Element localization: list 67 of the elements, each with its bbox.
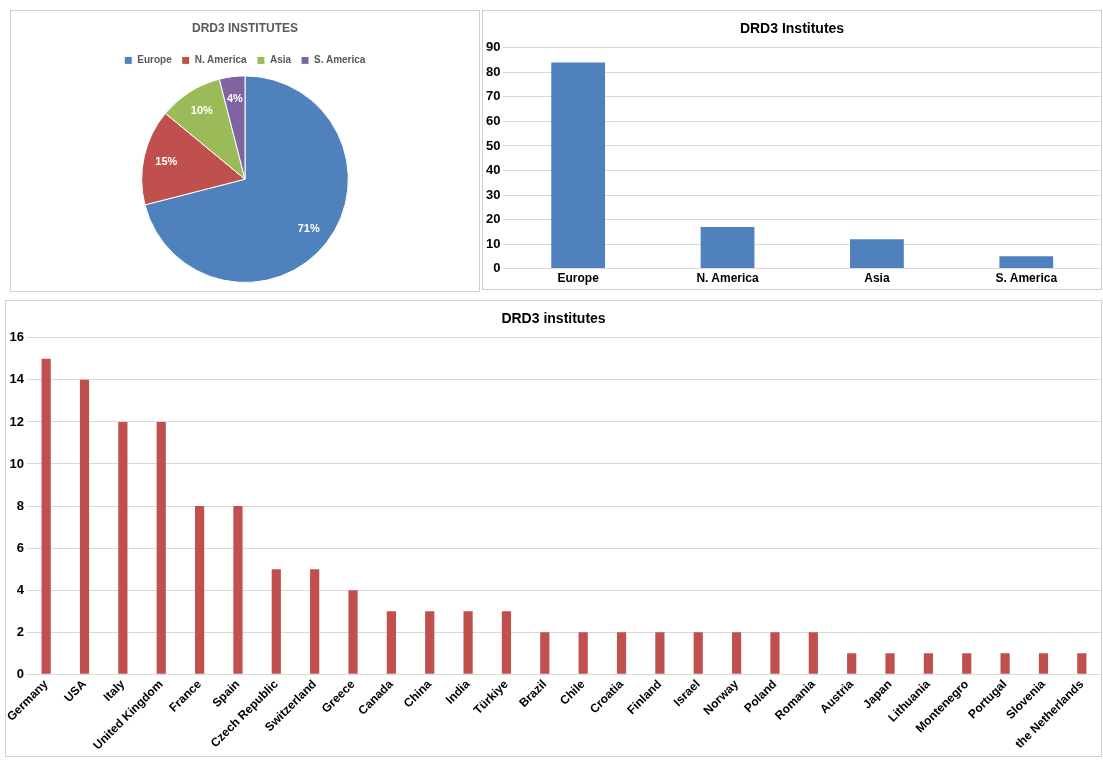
bar [616, 632, 627, 674]
y-tick-label: 10 [485, 235, 501, 251]
y-tick-label: 20 [485, 211, 501, 227]
y-tick-label: 2 [16, 623, 24, 639]
bar [386, 611, 396, 674]
chart-title: DRD3 INSTITUTES [191, 20, 299, 35]
bar [885, 653, 895, 674]
bar [41, 358, 51, 674]
bar [655, 632, 665, 674]
x-tick-label: Asia [864, 271, 890, 286]
y-tick-label: 70 [485, 88, 501, 104]
y-tick-label: 4 [16, 581, 25, 597]
bar [1077, 653, 1087, 674]
x-tick-label: USA [61, 676, 90, 705]
y-tick-label: 8 [16, 497, 24, 513]
chart-title: DRD3 Institutes [739, 20, 845, 37]
y-tick-label: 16 [9, 329, 24, 345]
data-label: 15% [155, 154, 178, 167]
bar [540, 632, 550, 674]
bar [847, 653, 857, 674]
bar [425, 611, 435, 674]
y-tick-label: 60 [485, 112, 501, 128]
bar [693, 632, 703, 674]
y-tick-label: 80 [485, 63, 501, 79]
x-tick-label: S. America [995, 271, 1058, 286]
bar [463, 611, 473, 674]
y-tick-label: 40 [485, 162, 501, 178]
bar [732, 632, 742, 674]
bar [578, 632, 588, 674]
bar [118, 421, 128, 674]
bar [1038, 653, 1049, 674]
bar [551, 62, 606, 269]
y-tick-label: 30 [485, 186, 501, 202]
bar [808, 632, 818, 674]
bar [999, 256, 1054, 269]
bar [501, 611, 512, 674]
bar [156, 421, 166, 674]
bar [310, 569, 320, 674]
legend-label: S. America [314, 54, 366, 66]
y-tick-label: 50 [485, 137, 501, 153]
bar [962, 653, 972, 674]
bar [770, 632, 780, 674]
y-tick-label: 0 [16, 665, 24, 681]
bar [194, 506, 205, 674]
bar [348, 590, 358, 674]
bar [271, 569, 281, 674]
legend-label: Europe [137, 54, 173, 66]
chart-title: DRD3 institutes [501, 310, 606, 327]
data-label: 71% [297, 221, 320, 234]
legend-label: Asia [269, 54, 292, 66]
x-tick-label: N. America [696, 271, 759, 286]
bar [700, 226, 755, 269]
bar [923, 653, 933, 674]
data-label: 4% [226, 92, 244, 105]
bar [1000, 653, 1010, 674]
y-tick-label: 0 [493, 260, 501, 276]
data-label: 10% [190, 104, 214, 117]
bar [850, 239, 904, 269]
y-tick-label: 6 [16, 539, 24, 555]
legend-label: N. America [194, 54, 248, 66]
x-tick-label: Europe [557, 271, 600, 286]
y-tick-label: 90 [485, 39, 501, 55]
bar [233, 506, 243, 674]
y-tick-label: 14 [9, 371, 25, 387]
y-tick-label: 12 [9, 413, 24, 429]
y-tick-label: 10 [9, 455, 24, 471]
bar [79, 379, 90, 674]
